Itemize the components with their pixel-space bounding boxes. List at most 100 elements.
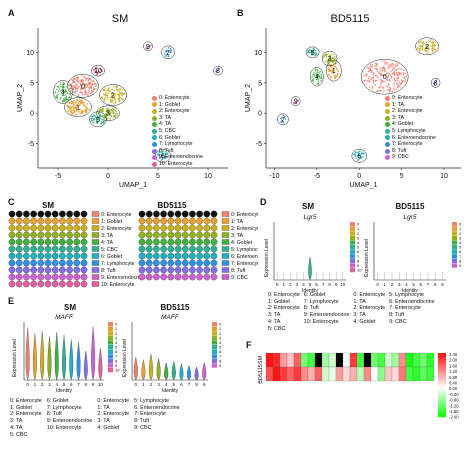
- cluster-point: [387, 67, 389, 69]
- cluster-point: [397, 63, 399, 65]
- cluster-point: [403, 74, 405, 76]
- cluster-point: [429, 41, 431, 43]
- cluster-point: [101, 120, 103, 122]
- panel-c-label: C: [8, 197, 15, 207]
- dot-cell: [139, 239, 145, 245]
- heatmap-cell: [301, 353, 308, 367]
- dot-cell: [16, 253, 22, 259]
- cluster-point: [398, 84, 400, 86]
- cluster-point: [112, 110, 114, 112]
- cluster-point: [120, 93, 122, 95]
- cluster-point: [72, 106, 74, 108]
- dot-cell: [153, 211, 159, 217]
- cluster-point: [84, 101, 86, 103]
- dot-cell: [16, 225, 22, 231]
- cluster-point: [115, 116, 117, 118]
- cluster-point: [367, 67, 369, 69]
- cluster-point: [88, 79, 90, 81]
- dot-cell: [23, 267, 29, 273]
- legend-item: 2: Enterocyte: [152, 108, 203, 115]
- cluster-point: [427, 52, 429, 54]
- dot-cell: [16, 246, 22, 252]
- cluster-point: [76, 77, 78, 79]
- x-tick-label: 9: [92, 382, 95, 387]
- identity-item: 5: Lymphocyte: [389, 292, 435, 299]
- dot-cell: [204, 260, 210, 266]
- scale-tick-label: -0.80: [449, 398, 459, 403]
- legend-swatch: [92, 219, 99, 224]
- dot-cell: [196, 274, 202, 280]
- legend-swatch: [350, 250, 355, 254]
- cluster-point: [366, 84, 368, 86]
- legend-label: 6: Goblet: [101, 254, 123, 260]
- identity-item: 6: Enteroendocrine: [134, 405, 180, 412]
- x-tick-label: 0: [26, 382, 29, 387]
- dot-cell: [66, 246, 72, 252]
- cluster-point: [88, 82, 90, 84]
- legend-swatch: [452, 259, 457, 263]
- cluster-point: [58, 90, 60, 92]
- legend-swatch: [92, 233, 99, 238]
- dot-cell: [38, 232, 44, 238]
- dot-cell: [9, 211, 15, 217]
- dot-cell: [66, 211, 72, 217]
- x-tick-label: 6: [420, 282, 423, 287]
- identity-item: 5: CBC: [10, 432, 42, 439]
- cluster-point: [405, 75, 407, 77]
- cluster-point: [88, 86, 90, 88]
- x-tick-label: 6: [70, 382, 73, 387]
- cluster-point: [328, 67, 330, 69]
- cluster-point: [70, 102, 72, 104]
- dot-cell: [81, 246, 87, 252]
- identity-item: 4: TA: [268, 319, 300, 326]
- dot-cell: [74, 260, 80, 266]
- dot-cell: [139, 225, 145, 231]
- cluster-point: [111, 100, 113, 102]
- cluster-point: [398, 72, 400, 74]
- dot-cell: [23, 218, 29, 224]
- cluster-point: [83, 111, 85, 113]
- legend-item: 6: Goblet: [152, 135, 203, 142]
- cluster-point: [312, 80, 314, 82]
- cluster-point: [66, 86, 68, 88]
- x-tick-label: 2: [391, 282, 394, 287]
- cluster-point: [396, 72, 398, 74]
- cluster-point: [113, 86, 115, 88]
- cluster-point: [386, 62, 388, 64]
- dot-cell: [196, 239, 202, 245]
- dot-cell: [66, 274, 72, 280]
- cluster-point: [81, 112, 83, 114]
- cluster-point: [319, 72, 321, 74]
- scale-tick-label: 2.40: [449, 352, 458, 357]
- violin: [40, 331, 44, 380]
- heatmap-cell: [385, 353, 392, 367]
- cluster-point: [81, 110, 83, 112]
- identity-item: 1: Goblet: [268, 299, 300, 306]
- legend-swatch: [350, 245, 355, 249]
- cluster-point: [65, 96, 67, 98]
- cluster-point: [370, 68, 372, 70]
- identity-item: 6: Goblet: [47, 398, 93, 405]
- dot-cell: [59, 211, 65, 217]
- dot-cell: [30, 246, 36, 252]
- cluster-point: [399, 85, 401, 87]
- legend-label: 0: Enterocyte: [392, 95, 423, 102]
- violin: [142, 360, 146, 380]
- cluster-point: [328, 63, 330, 65]
- dot-cell: [74, 267, 80, 273]
- cluster-point: [55, 92, 57, 94]
- legend-swatch: [350, 236, 355, 240]
- dot-cell: [211, 267, 217, 273]
- identity-item: 7: Lymphocyte: [47, 405, 93, 412]
- legend-label: 1: TA: [392, 102, 404, 109]
- cluster-point: [60, 82, 62, 84]
- cluster-point: [368, 70, 370, 72]
- legend-label: 6: Goblet: [159, 135, 180, 142]
- x-tick-label: 10: [440, 173, 448, 180]
- dot-cell: [211, 232, 217, 238]
- cluster-point: [107, 108, 109, 110]
- x-tick-label: 5: [63, 382, 66, 387]
- identity-item: 2: Enterocyte: [10, 411, 42, 418]
- legend-swatch: [108, 331, 113, 335]
- cluster-point: [56, 97, 58, 99]
